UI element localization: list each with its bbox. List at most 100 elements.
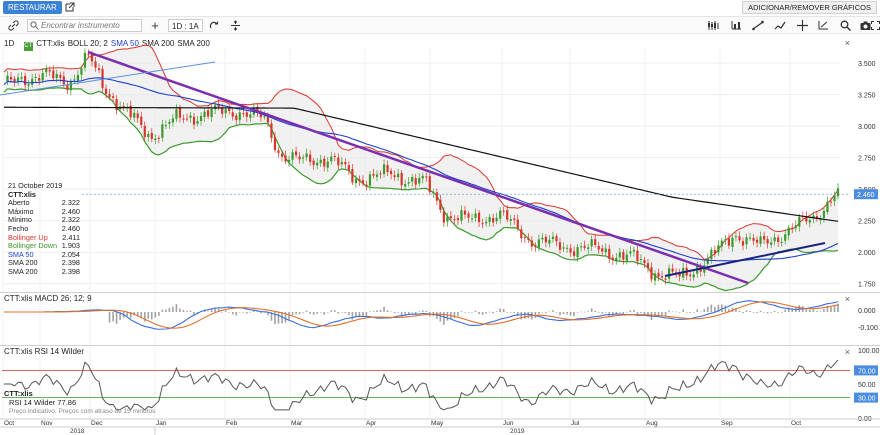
macd-pane-divider[interactable] [0, 292, 880, 293]
line-tool-icon[interactable] [751, 19, 765, 32]
macd-histogram-bar [671, 311, 674, 312]
external-link-icon[interactable] [64, 1, 76, 13]
indicator-sma50[interactable]: SMA 50 [110, 39, 139, 48]
candle-body [717, 245, 720, 253]
macd-histogram-bar [383, 306, 385, 312]
sma200-line [3, 106, 839, 222]
macd-histogram-bar [830, 306, 832, 312]
zoom-icon[interactable] [838, 19, 852, 32]
macd-histogram-bar [495, 311, 498, 312]
macd-histogram-bar [573, 312, 575, 317]
chart-type-icon[interactable] [729, 19, 743, 32]
candle-body [291, 152, 294, 160]
candle-body [660, 276, 664, 278]
macd-histogram-bar [425, 310, 428, 312]
candle-body [678, 272, 681, 277]
measure-icon[interactable] [816, 19, 830, 32]
candle-body [439, 199, 442, 210]
candle-body [836, 188, 840, 197]
candle-body [597, 245, 600, 250]
main-pane-close-icon[interactable]: × [844, 38, 850, 48]
rsi-pane-close-icon[interactable]: × [844, 347, 850, 357]
macd-histogram-bar [333, 310, 336, 312]
candle-body [31, 78, 34, 85]
macd-histogram-bar [471, 312, 473, 313]
indicator-sma200[interactable]: SMA 200 [141, 39, 175, 48]
macd-histogram-bar [566, 312, 568, 315]
month-label: Dec [91, 420, 103, 427]
candle-body [587, 247, 590, 250]
macd-histogram-bar [520, 312, 523, 320]
camera-icon[interactable] [858, 19, 872, 32]
macd-histogram-bar [784, 309, 787, 312]
macd-histogram-bar [787, 307, 790, 312]
macd-pane-close-icon[interactable]: × [844, 294, 850, 304]
compare-icon[interactable] [228, 19, 242, 32]
fullscreen-icon[interactable] [870, 19, 880, 32]
candle-body [692, 274, 695, 278]
indicator-sma200-b[interactable]: SMA 200 [177, 39, 210, 48]
macd-histogram-bar [404, 312, 406, 316]
info-row-label: SMA 200 [8, 258, 38, 268]
candle-body [435, 192, 438, 201]
candle-body [400, 172, 403, 186]
refresh-icon[interactable] [207, 19, 221, 32]
macd-histogram-bar [678, 312, 681, 313]
info-row-value: 2.322 [61, 198, 80, 208]
candle-body [136, 113, 139, 118]
candle-body [748, 237, 752, 239]
macd-histogram-bar [696, 309, 699, 312]
rsi-tick-label: 70.00 [858, 368, 876, 375]
month-label: May [431, 420, 444, 427]
macd-histogram-bar [633, 309, 635, 312]
indicator-boll[interactable]: BOLL 20; 2 [67, 39, 108, 48]
macd-histogram-bar [587, 311, 589, 312]
info-row-label: Fecho [8, 223, 29, 233]
macd-histogram-bar [119, 312, 121, 320]
macd-histogram-bar [295, 312, 297, 315]
macd-histogram-bar [457, 312, 459, 317]
candle-body [713, 250, 716, 254]
add-remove-charts-button[interactable]: ADICIONAR/REMOVER GRÁFICOS [742, 1, 877, 14]
candle-body [703, 265, 706, 273]
candle-body [829, 201, 833, 203]
candle-body [27, 84, 30, 86]
candles-icon[interactable] [706, 19, 720, 32]
candle-body [481, 223, 484, 225]
search-input[interactable] [41, 20, 141, 31]
candle-body [361, 180, 365, 184]
macd-histogram-bar [626, 311, 628, 313]
add-instrument-icon[interactable]: + [151, 18, 159, 33]
candle-body [562, 247, 565, 249]
macd-histogram-bar [179, 308, 181, 312]
macd-histogram-bar [699, 311, 702, 313]
macd-histogram-bar [221, 311, 223, 313]
instrument-search[interactable] [27, 19, 142, 32]
candle-body [572, 251, 576, 256]
candle-body [770, 242, 773, 245]
trend-icon[interactable] [773, 19, 787, 32]
macd-histogram-bar [379, 309, 382, 312]
restore-button[interactable]: RESTAURAR [3, 1, 62, 14]
candle-body [590, 239, 593, 247]
main-legend: 1D CTTCTT:xlis BOLL 20; 2 SMA 50 SMA 200 SMA … [4, 38, 213, 51]
candle-body [727, 238, 731, 246]
macd-histogram-bar [812, 308, 815, 312]
macd-histogram-bar [714, 306, 716, 312]
crosshair-icon[interactable] [795, 19, 809, 32]
candle-body [798, 216, 801, 227]
link-icon[interactable] [6, 19, 20, 32]
macd-histogram-bar [112, 312, 114, 322]
rsi-level-badge [854, 392, 878, 403]
rsi-pane-divider[interactable] [0, 345, 880, 346]
macd-histogram-bar [154, 312, 157, 318]
candle-body [189, 115, 192, 118]
candle-body [273, 136, 277, 150]
macd-histogram-bar [407, 312, 410, 315]
interval-select[interactable]: 1D : 1A [168, 19, 203, 32]
macd-histogram-bar [643, 312, 646, 315]
macd-histogram-bar [115, 312, 118, 324]
macd-histogram-bar [485, 312, 487, 314]
candle-body [759, 236, 762, 244]
